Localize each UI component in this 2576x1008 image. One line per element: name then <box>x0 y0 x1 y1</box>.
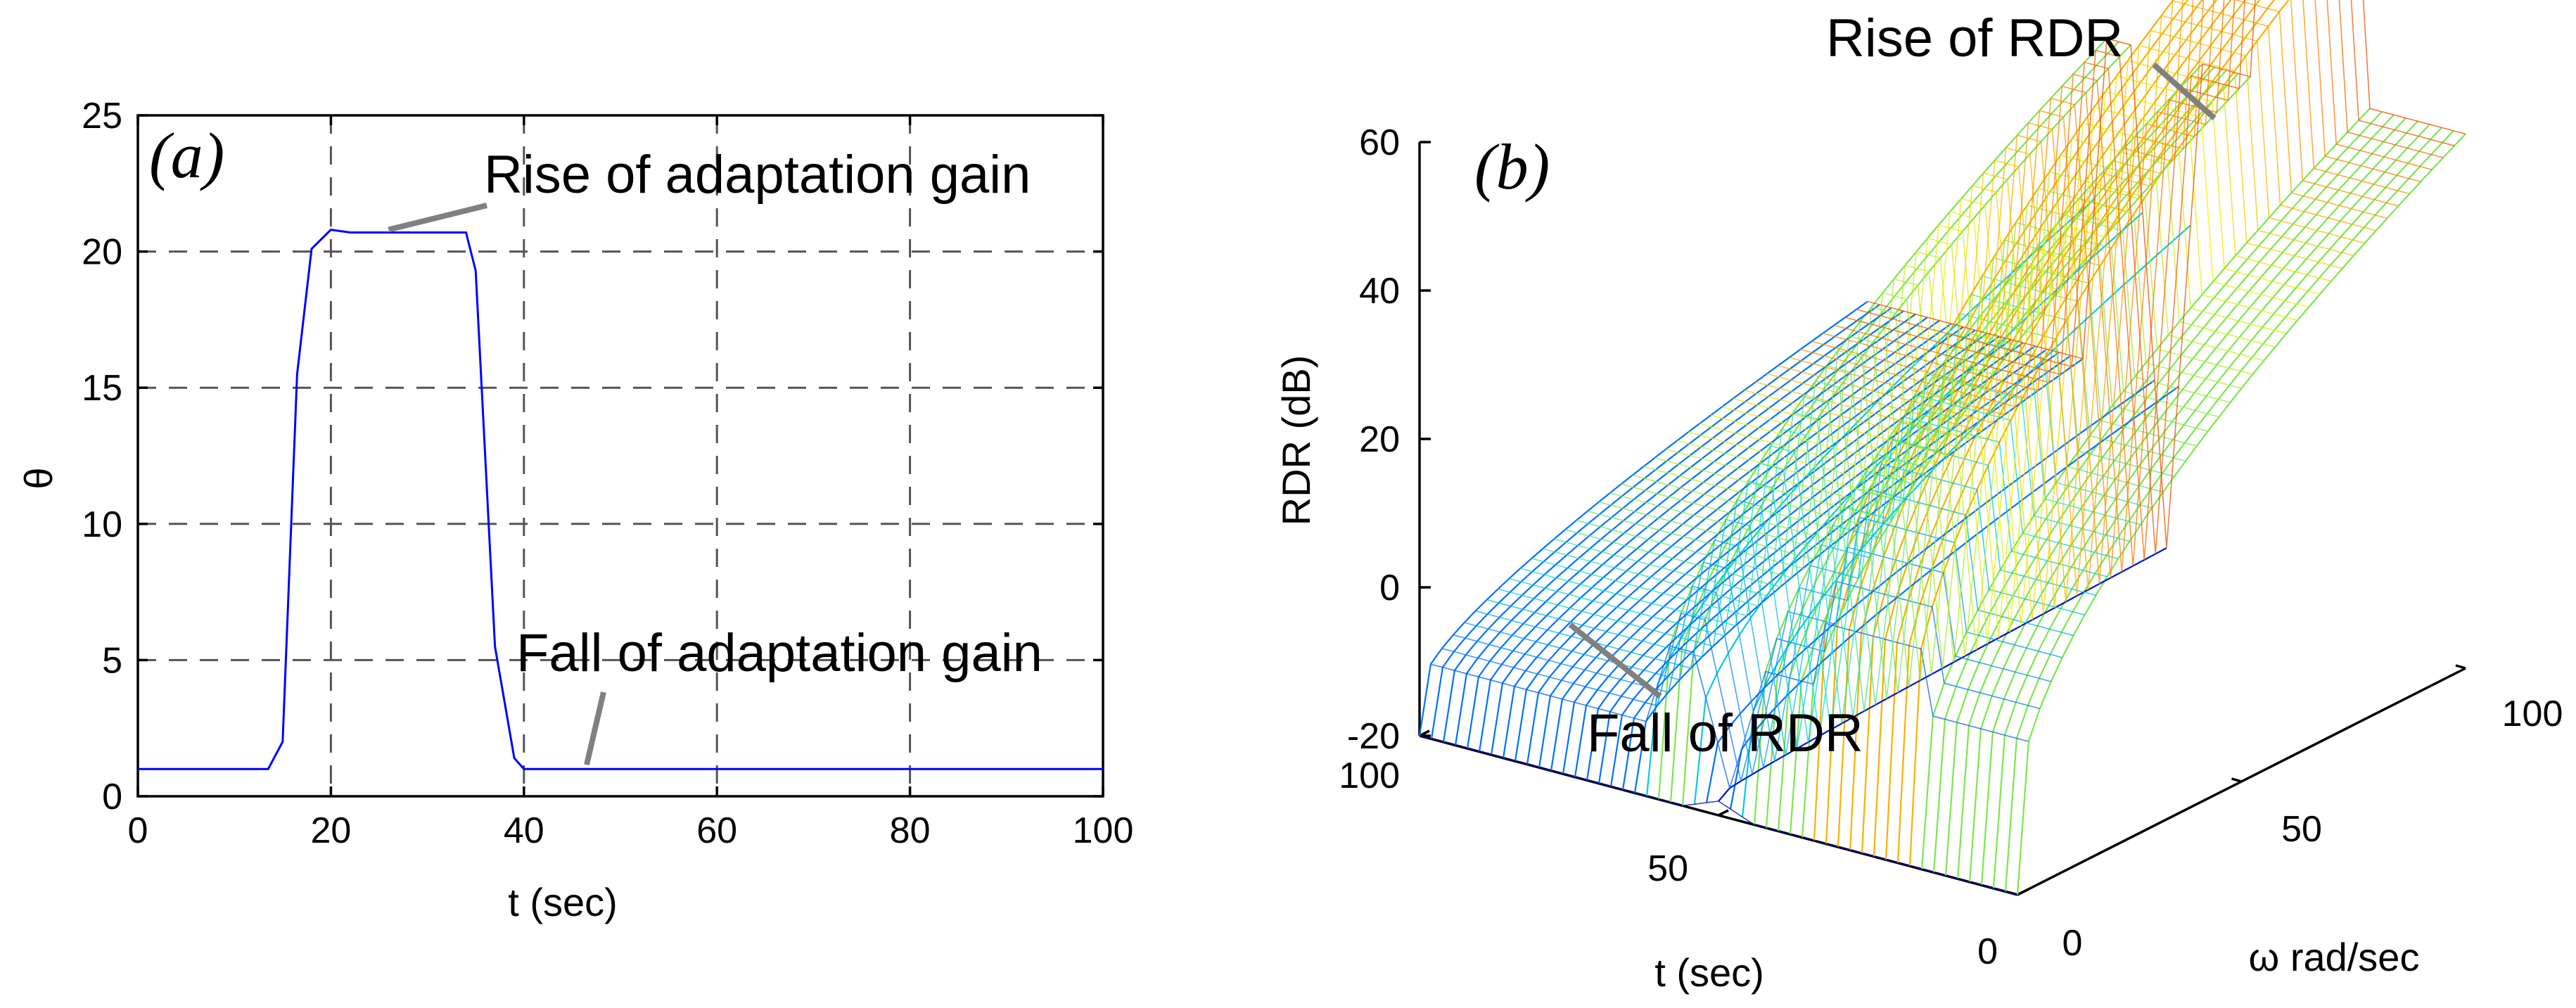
a-gridlines <box>138 115 1103 796</box>
b-mesh-line-omega <box>1789 0 2387 590</box>
b-mesh-line-t <box>1873 0 2247 857</box>
a-x-tick-label: 60 <box>696 810 737 851</box>
b-mesh-line-omega <box>1688 122 2287 644</box>
b-mesh-line-omega <box>1419 735 2018 895</box>
a-rise-annotation: Rise of adaptation gain <box>484 145 1031 205</box>
a-plot-frame <box>136 114 1104 798</box>
b-mesh-line-omega <box>1598 257 2198 693</box>
a-x-tick-label: 40 <box>504 810 544 851</box>
b-mesh-line-omega <box>1666 154 2264 656</box>
b-mesh-line-omega <box>1856 0 2455 554</box>
b-mesh-line-omega <box>1531 372 2130 730</box>
b-mesh-line-omega <box>1755 30 2354 608</box>
b-mesh-line-omega <box>1823 0 2421 573</box>
b-panel-label: (b) <box>1474 131 1550 203</box>
b-mesh-line-omega <box>1509 416 2108 743</box>
b-t-tick-label: 50 <box>1647 848 1688 889</box>
b-z-tick-label: 60 <box>1359 122 1400 163</box>
a-panel-label: (a) <box>149 120 224 191</box>
b-mesh-line-omega <box>1587 275 2186 699</box>
a-fall-leader-line <box>584 691 606 766</box>
b-t-axis-label: t (sec) <box>1654 950 1764 995</box>
b-mesh-line-omega <box>1677 138 2276 651</box>
b-mesh-line-omega <box>1778 0 2376 596</box>
b-tick-labels: -20 0 20 40 60 0 50 100 0 50 100 <box>1339 122 2563 972</box>
chart-a: 0 20 40 60 80 100 0 5 10 15 20 25 Rise of adaptati… <box>16 96 1133 924</box>
a-y-tick-labels: 0 5 10 15 20 25 <box>82 96 122 817</box>
b-z-tick-label: 0 <box>1379 568 1400 608</box>
b-mesh-line-omega <box>1453 546 2052 775</box>
b-omega-axis-label: ω rad/sec <box>2249 935 2420 979</box>
b-t-tick-label: 0 <box>1977 931 1998 972</box>
b-mesh-line-omega <box>1699 106 2298 638</box>
b-mesh-line-omega <box>1475 489 2074 762</box>
a-y-tick-label: 10 <box>82 504 122 545</box>
b-mesh-line-omega <box>1621 222 2219 681</box>
a-theta-series-line <box>138 229 1103 770</box>
a-y-tick-label: 25 <box>82 96 122 136</box>
b-mesh-line-omega <box>1520 394 2119 736</box>
b-omega-tick <box>2455 664 2466 670</box>
b-z-tick-label: 20 <box>1359 419 1400 460</box>
b-z-axis-label: RDR (dB) <box>1274 355 1318 526</box>
b-mesh-line-omega <box>1430 623 2029 791</box>
a-x-tick-label: 20 <box>310 810 351 851</box>
a-y-tick-label: 20 <box>82 232 122 273</box>
b-mesh-line-omega <box>1721 75 2321 626</box>
a-x-tick-labels: 0 20 40 60 80 100 <box>128 810 1134 851</box>
b-mesh-line-omega <box>1542 352 2141 724</box>
b-mesh-line-omega <box>1498 439 2096 749</box>
a-x-axis-label: t (sec) <box>508 880 618 924</box>
b-mesh-line-omega <box>1833 0 2432 566</box>
b-mesh-line-omega <box>1744 44 2343 614</box>
b-omega-tick <box>2231 777 2242 783</box>
a-x-tick-label: 100 <box>1073 810 1134 851</box>
a-x-tick-label: 80 <box>890 810 931 851</box>
b-mesh-line-omega <box>1464 516 2062 768</box>
a-y-axis-label: θ <box>16 467 60 489</box>
b-t-tick <box>2017 888 2028 896</box>
b-mesh-line-omega <box>1800 0 2399 585</box>
b-t-tick <box>1718 809 1729 817</box>
b-mesh-line-omega <box>1710 90 2309 632</box>
b-t-tick <box>1419 729 1430 737</box>
b-mesh-line-omega <box>1811 0 2410 578</box>
a-y-tick-label: 15 <box>82 368 122 409</box>
b-mesh-line-omega <box>1867 0 2466 549</box>
a-fall-annotation: Fall of adaptation gain <box>516 623 1042 683</box>
b-mesh-line-omega <box>1766 15 2365 602</box>
a-y-tick-label: 5 <box>102 640 122 681</box>
a-rise-leader-line <box>388 203 487 233</box>
b-surface-mesh <box>1418 0 2466 895</box>
b-mesh-line-omega <box>1576 293 2175 706</box>
b-fall-annotation: Fall of RDR <box>1587 703 1863 763</box>
b-t-tick-label: 100 <box>1339 755 1400 796</box>
b-mesh-line-omega <box>1609 239 2208 687</box>
b-omega-tick-label: 0 <box>2062 923 2083 964</box>
b-mesh-line-omega <box>1733 60 2332 620</box>
a-x-tick-label: 0 <box>128 810 148 851</box>
b-mesh-line-omega <box>1441 580 2041 781</box>
chart-b: -20 0 20 40 60 0 50 100 0 50 100 Rise of RDR Fall … <box>1274 0 2563 995</box>
b-rise-annotation: Rise of RDR <box>1826 8 2123 68</box>
b-omega-tick-label: 50 <box>2281 809 2322 850</box>
b-fall-leader-line <box>1568 622 1662 699</box>
a-tick-marks <box>136 114 1104 798</box>
b-mesh-line-omega <box>1553 332 2153 717</box>
b-z-tick-label: 40 <box>1359 271 1400 312</box>
b-mesh-line-omega <box>1844 0 2444 561</box>
b-omega-tick-label: 100 <box>2502 694 2563 734</box>
a-y-tick-label: 0 <box>102 777 122 817</box>
b-z-tick-label: -20 <box>1347 716 1400 757</box>
b-rise-leader-line <box>2152 63 2217 120</box>
